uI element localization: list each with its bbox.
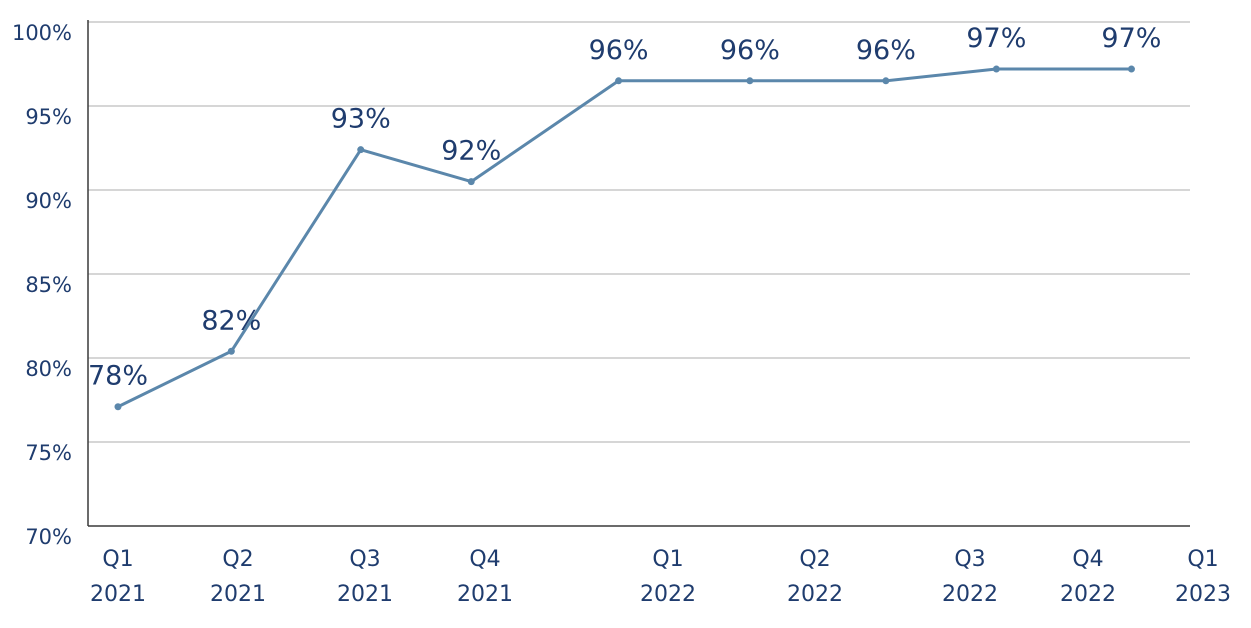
- x-axis-ticks: Q1 2021 Q2 2021 Q3 2021 Q4 2021 Q1 2022 Q2 2022 Q3 20…: [90, 547, 1231, 607]
- data-point: [467, 178, 475, 186]
- y-tick-label: 85%: [25, 273, 72, 297]
- gridlines: [88, 21, 1190, 443]
- x-tick-quarter-label: Q1: [102, 547, 133, 572]
- series-line: [117, 67, 1132, 409]
- x-tick-quarter-label: Q4: [469, 547, 500, 572]
- y-tick-label: 75%: [25, 441, 72, 465]
- data-label: 82%: [201, 305, 261, 336]
- x-tick-quarter-label: Q4: [1072, 547, 1103, 572]
- x-tick-quarter-label: Q2: [222, 547, 253, 572]
- data-point: [1127, 65, 1135, 73]
- y-tick-label: 95%: [25, 105, 72, 129]
- data-label: 96%: [589, 35, 649, 66]
- data-point: [227, 347, 235, 355]
- data-point: [615, 77, 623, 85]
- x-tick-quarter-label: Q2: [799, 547, 830, 572]
- x-tick-year-label: 2022: [640, 582, 696, 607]
- data-label: 97%: [966, 23, 1026, 54]
- y-tick-label: 80%: [25, 357, 72, 381]
- x-tick-quarter-label: Q1: [652, 547, 683, 572]
- data-point: [882, 77, 890, 85]
- x-tick-year-label: 2021: [457, 582, 513, 607]
- data-label: 78%: [88, 361, 148, 392]
- series-group: [114, 65, 1135, 411]
- data-label: 92%: [441, 136, 501, 167]
- data-label: 96%: [720, 35, 780, 66]
- x-tick-year-label: 2023: [1175, 582, 1231, 607]
- data-point: [114, 403, 122, 411]
- y-tick-label: 70%: [25, 525, 72, 549]
- x-tick-quarter-label: Q3: [349, 547, 380, 572]
- x-tick-quarter-label: Q3: [954, 547, 985, 572]
- data-point: [357, 146, 365, 154]
- axes: [87, 20, 1190, 527]
- data-point: [746, 77, 754, 85]
- x-tick-year-label: 2021: [210, 582, 266, 607]
- x-tick-year-label: 2021: [337, 582, 393, 607]
- data-label: 93%: [331, 104, 391, 135]
- x-tick-year-label: 2021: [90, 582, 146, 607]
- y-axis-ticks: 70% 75% 80% 85% 90% 95% 100%: [12, 21, 72, 549]
- y-tick-label: 90%: [25, 189, 72, 213]
- data-label: 97%: [1101, 23, 1161, 54]
- data-labels-group: 78% 82% 93% 92% 96% 96% 96% 97% 97%: [88, 23, 1161, 392]
- x-tick-year-label: 2022: [1060, 582, 1116, 607]
- data-point: [992, 65, 1000, 73]
- x-tick-quarter-label: Q1: [1187, 547, 1218, 572]
- x-tick-year-label: 2022: [787, 582, 843, 607]
- y-tick-label: 100%: [12, 21, 72, 45]
- data-label: 96%: [856, 35, 916, 66]
- x-tick-year-label: 2022: [942, 582, 998, 607]
